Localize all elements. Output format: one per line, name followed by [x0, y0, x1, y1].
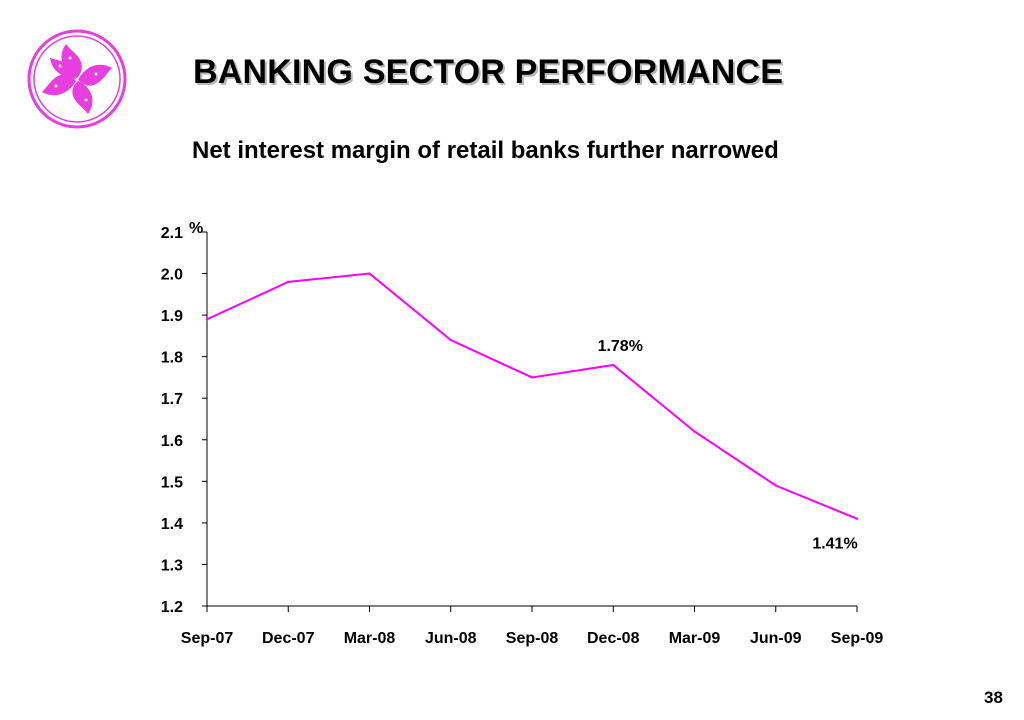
data-point	[612, 363, 615, 367]
y-tick-label: 2.1	[161, 225, 183, 242]
y-tick-label: 1.6	[161, 433, 183, 450]
hk-bauhinia-logo	[27, 29, 127, 129]
x-tick-label: Sep-09	[831, 630, 884, 647]
y-tick-label: 1.7	[161, 391, 183, 408]
slide-title: BANKING SECTOR PERFORMANCE	[193, 53, 784, 91]
x-tick-label: Mar-08	[344, 630, 396, 647]
x-tick-label: Dec-07	[262, 630, 315, 647]
x-tick-label: Sep-08	[506, 630, 559, 647]
data-point	[205, 318, 209, 321]
x-tick-label: Mar-09	[669, 630, 721, 647]
data-label: 1.41%	[812, 536, 857, 553]
data-point	[774, 484, 777, 487]
data-point	[287, 280, 290, 284]
y-tick-label: 1.2	[161, 599, 183, 616]
y-tick-label: 1.3	[161, 557, 183, 574]
x-tick-label: Dec-08	[587, 630, 640, 647]
y-tick-label: 1.8	[161, 350, 183, 367]
chart-subtitle: Net interest margin of retail banks furt…	[192, 137, 779, 164]
page-number: 38	[984, 688, 1003, 707]
x-tick-label: Jun-09	[750, 630, 802, 647]
data-point	[368, 272, 371, 275]
x-tick-label: Sep-07	[181, 630, 234, 647]
data-point	[855, 517, 859, 520]
data-point	[693, 430, 696, 433]
x-tick-label: Jun-08	[425, 630, 477, 647]
y-tick-label: 1.9	[161, 308, 183, 325]
y-axis-unit-label: %	[189, 220, 203, 237]
y-tick-label: 2.0	[161, 267, 183, 284]
y-tick-label: 1.5	[161, 474, 183, 491]
y-tick-label: 1.4	[161, 516, 183, 533]
data-point	[530, 376, 534, 379]
data-point	[449, 338, 452, 342]
series-line	[206, 272, 858, 520]
data-label: 1.78%	[598, 338, 643, 355]
